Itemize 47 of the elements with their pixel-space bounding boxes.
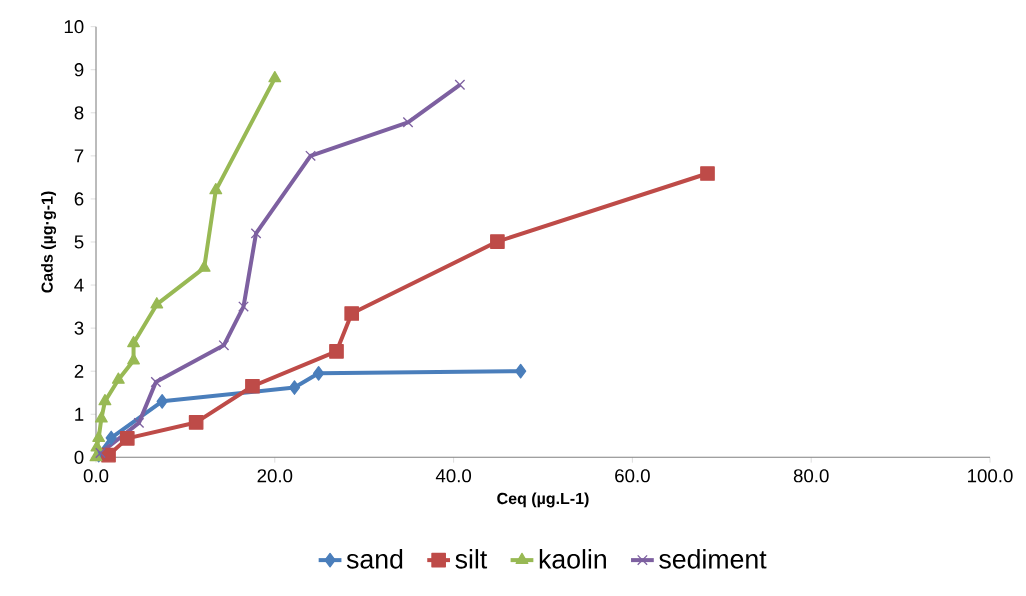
point (454, 79, 466, 91)
point (111, 372, 125, 384)
point (514, 363, 527, 379)
point (127, 335, 140, 348)
legend-label: sediment (659, 549, 767, 569)
y-tick-label: 1 (75, 407, 84, 421)
point (94, 411, 108, 423)
x-axis-title: Ceq (µg.L-1) (497, 492, 589, 508)
point (98, 394, 112, 406)
x-tick-label: 80.0 (793, 469, 829, 483)
point (95, 447, 106, 459)
point (197, 260, 211, 272)
x-tick-label: 100.0 (968, 469, 1013, 483)
point (700, 166, 715, 181)
point (245, 378, 260, 394)
point (119, 431, 135, 446)
legend-label: kaolin (539, 549, 606, 569)
x-tick-label: 20.0 (257, 469, 293, 483)
point (156, 394, 168, 409)
y-tick-label: 5 (74, 235, 84, 249)
point (329, 344, 344, 359)
y-tick-label: 10 (64, 20, 84, 34)
x-tick-label: 40.0 (435, 469, 472, 483)
y-tick-label: 8 (74, 106, 84, 120)
legend-label: silt (455, 549, 488, 569)
y-tick-label: 6 (74, 192, 84, 206)
point (344, 306, 360, 321)
y-axis-title: Cads (µg·g-1) (41, 191, 57, 293)
point (209, 182, 223, 195)
point (268, 71, 282, 83)
y-tick-label: 4 (74, 278, 84, 292)
y-tick-label: 2 (74, 364, 84, 378)
point (150, 297, 164, 309)
y-tick-label: 0 (74, 450, 84, 464)
point (288, 380, 301, 395)
y-tick-label: 7 (74, 149, 84, 163)
point (312, 366, 325, 381)
y-tick-label: 3 (74, 321, 84, 335)
legend-label: sand (346, 549, 403, 569)
point (92, 430, 106, 442)
point (238, 301, 249, 312)
point (490, 234, 505, 249)
point (105, 430, 117, 446)
y-tick-label: 9 (74, 63, 84, 77)
point (188, 415, 204, 430)
x-tick-label: 0.0 (83, 469, 109, 483)
x-tick-label: 60.0 (615, 469, 650, 483)
